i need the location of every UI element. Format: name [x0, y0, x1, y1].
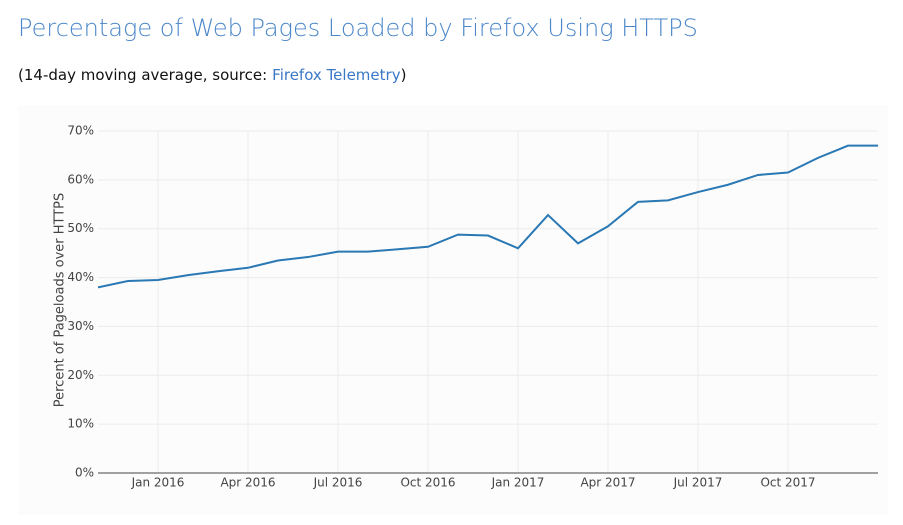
chart: Percent of Pageloads over HTTPS 0% 10% 20%… [18, 105, 888, 515]
x-tick-label: Apr 2017 [580, 476, 635, 490]
subtitle: (14-day moving average, source: [18, 66, 268, 84]
x-tick-label: Jan 2016 [131, 476, 185, 490]
y-axis-title: Percent of Pageloads over HTTPS [53, 193, 68, 408]
x-tick-label: Apr 2016 [220, 476, 275, 490]
x-tick-label: Jan 2017 [491, 476, 545, 490]
subtitle-line: (14-day moving average, source: Firefox T… [18, 66, 406, 84]
y-tick-label: 50% [67, 221, 94, 235]
x-tick-label: Oct 2016 [400, 476, 455, 490]
y-tick-label: 70% [67, 124, 94, 138]
y-tick-label: 0% [75, 466, 94, 480]
subtitle-end: ) [400, 66, 407, 84]
y-tick-label: 30% [67, 319, 94, 333]
y-tick-label: 20% [67, 368, 94, 382]
source-link[interactable]: Firefox Telemetry [272, 66, 401, 84]
x-tick-label: Jul 2016 [313, 476, 363, 490]
y-tick-label: 60% [67, 172, 94, 186]
x-tick-label: Oct 2017 [760, 476, 815, 490]
chart-background [18, 105, 888, 515]
y-tick-label: 10% [67, 417, 94, 431]
data-line [97, 144, 878, 289]
y-tick-label: 40% [67, 270, 94, 284]
x-tick-label: Jul 2017 [673, 476, 723, 490]
page-title: Percentage of Web Pages Loaded by Firefo… [18, 14, 698, 42]
